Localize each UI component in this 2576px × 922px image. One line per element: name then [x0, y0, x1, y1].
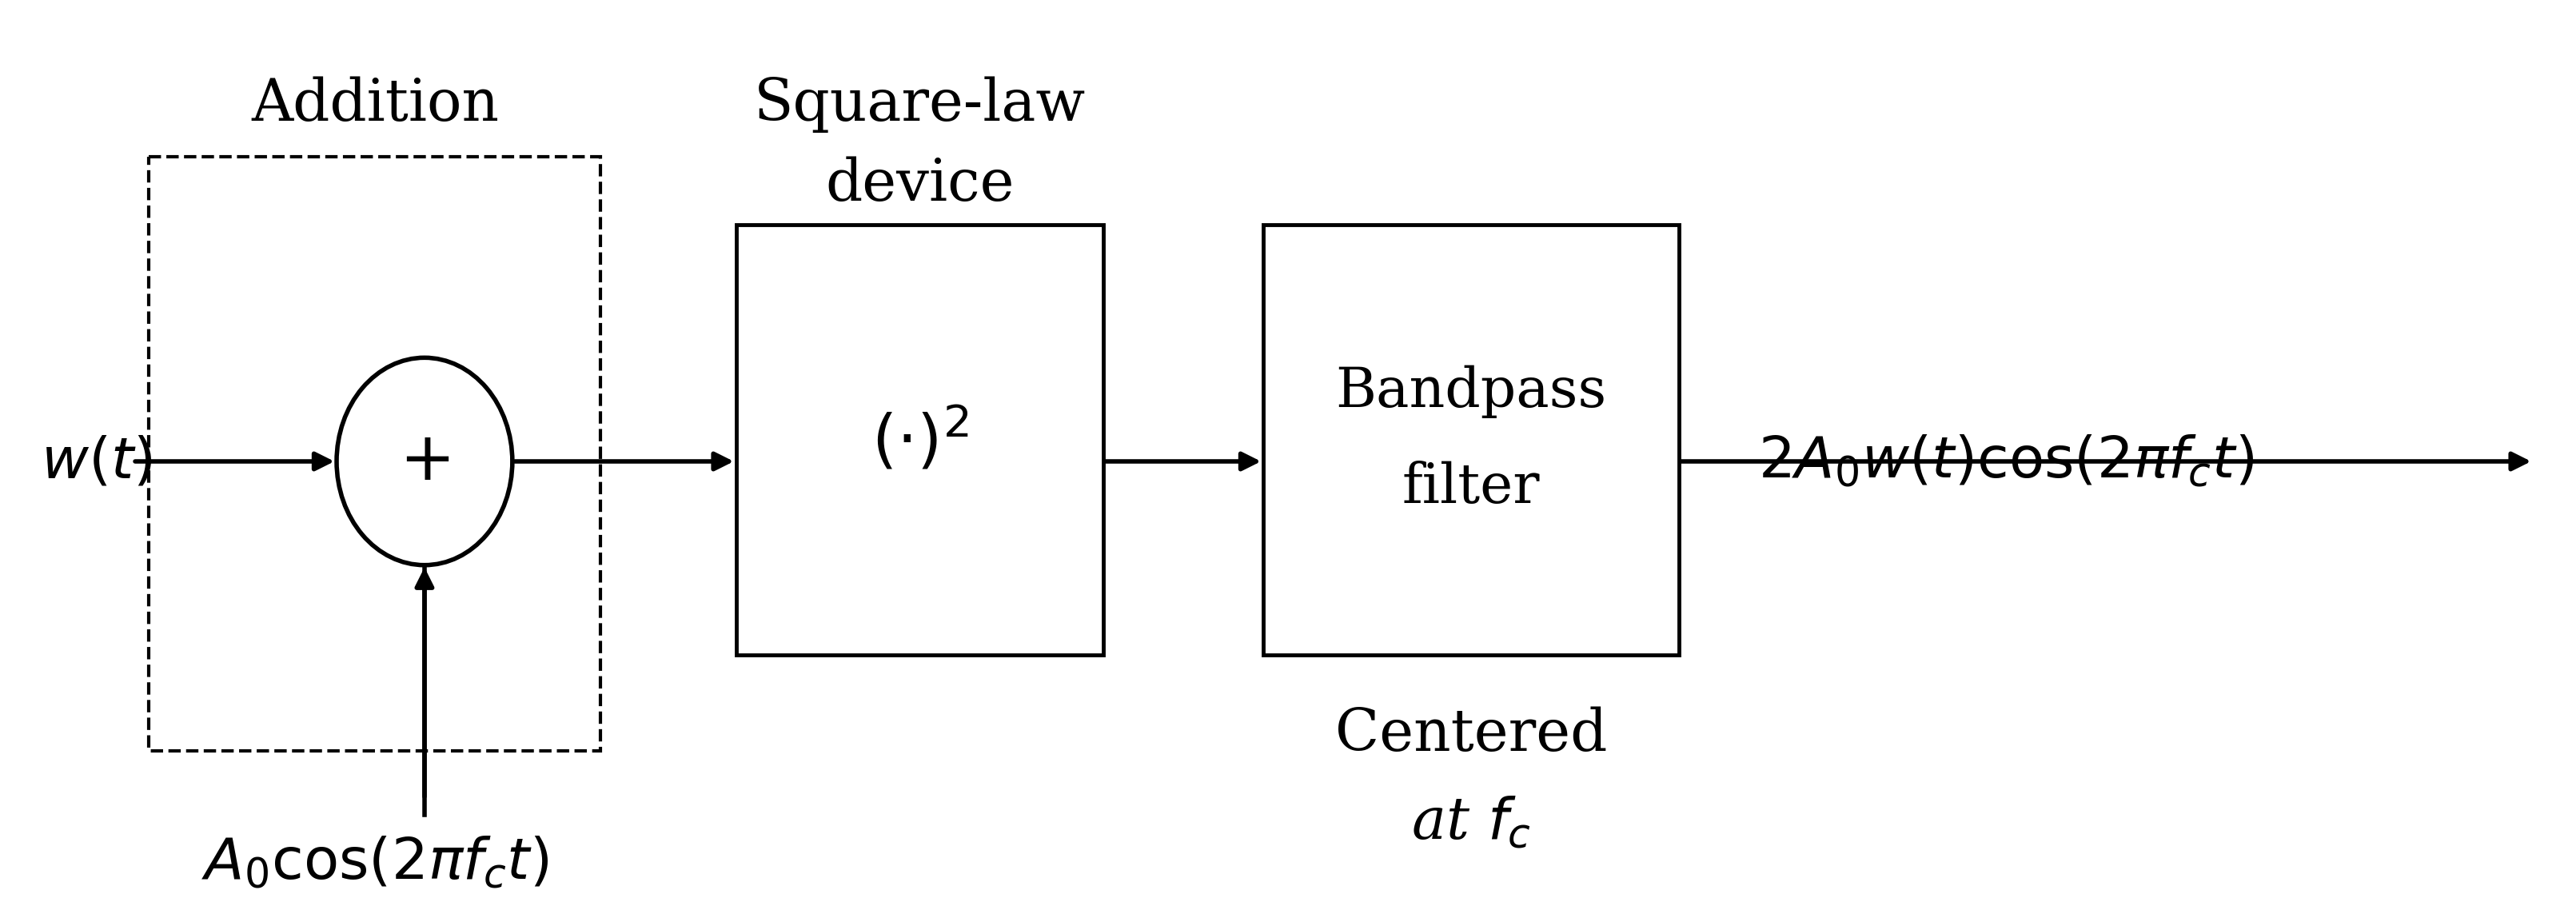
Text: $A_0\cos(2\pi f_c t)$: $A_0\cos(2\pi f_c t)$ — [201, 834, 549, 891]
Text: $(\cdot)^2$: $(\cdot)^2$ — [871, 405, 969, 475]
Text: device: device — [824, 157, 1015, 213]
Text: Bandpass: Bandpass — [1334, 365, 1607, 419]
Text: at $f_c$: at $f_c$ — [1412, 795, 1530, 851]
Bar — [1262, 224, 1680, 656]
Text: Centered: Centered — [1334, 707, 1607, 763]
Text: Addition: Addition — [250, 77, 500, 133]
Bar — [737, 224, 1103, 656]
Text: filter: filter — [1401, 461, 1540, 514]
Text: $2A_0w(t)\cos(2\pi f_c t)$: $2A_0w(t)\cos(2\pi f_c t)$ — [1759, 433, 2254, 490]
Text: $w(t)$: $w(t)$ — [41, 433, 152, 490]
Text: Square-law: Square-law — [755, 77, 1084, 133]
Bar — [149, 157, 600, 751]
Text: $+$: $+$ — [399, 430, 451, 493]
